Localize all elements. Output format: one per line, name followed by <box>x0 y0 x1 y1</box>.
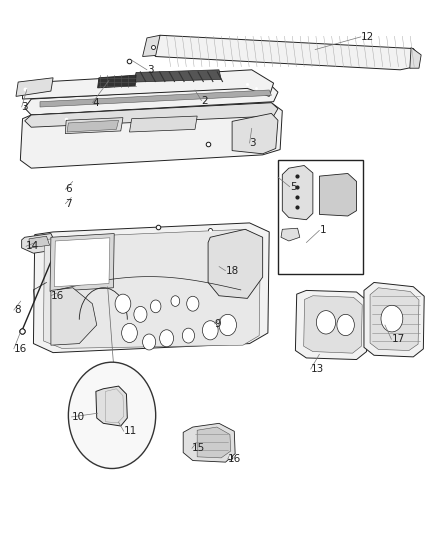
Polygon shape <box>65 118 123 134</box>
Text: 5: 5 <box>290 182 297 192</box>
Circle shape <box>159 330 173 347</box>
Polygon shape <box>22 70 274 99</box>
Text: 16: 16 <box>51 290 64 301</box>
Text: 13: 13 <box>311 364 324 374</box>
Polygon shape <box>25 103 278 127</box>
Text: 3: 3 <box>21 102 28 112</box>
Polygon shape <box>364 282 424 357</box>
Circle shape <box>143 334 155 350</box>
Text: 16: 16 <box>14 344 27 354</box>
Polygon shape <box>147 35 420 70</box>
Polygon shape <box>16 78 53 96</box>
Polygon shape <box>21 233 55 253</box>
Polygon shape <box>304 296 362 353</box>
Polygon shape <box>130 116 197 132</box>
Circle shape <box>68 362 155 469</box>
Text: 6: 6 <box>65 184 72 195</box>
Circle shape <box>115 294 131 313</box>
Circle shape <box>337 314 354 336</box>
Text: 4: 4 <box>92 98 99 108</box>
Polygon shape <box>283 165 313 220</box>
Circle shape <box>122 324 138 343</box>
Text: 3: 3 <box>147 65 154 75</box>
Polygon shape <box>410 47 421 68</box>
Polygon shape <box>134 70 221 82</box>
Circle shape <box>171 296 180 306</box>
Text: 14: 14 <box>26 241 39 251</box>
Text: 11: 11 <box>124 426 137 437</box>
Polygon shape <box>54 238 110 287</box>
Circle shape <box>134 306 147 322</box>
Circle shape <box>316 311 336 334</box>
Bar <box>278 160 363 274</box>
Polygon shape <box>106 389 124 423</box>
Polygon shape <box>33 223 269 353</box>
Text: 12: 12 <box>361 32 374 42</box>
Text: 18: 18 <box>226 266 239 276</box>
Text: 9: 9 <box>215 319 221 329</box>
Text: 15: 15 <box>192 443 205 453</box>
Polygon shape <box>183 423 235 462</box>
Polygon shape <box>25 86 278 115</box>
Polygon shape <box>50 233 114 292</box>
Text: 17: 17 <box>392 334 405 344</box>
Polygon shape <box>319 173 357 216</box>
Polygon shape <box>40 90 272 107</box>
Polygon shape <box>295 290 367 360</box>
Text: 1: 1 <box>319 225 326 236</box>
Circle shape <box>381 305 403 332</box>
Text: 2: 2 <box>201 95 208 106</box>
Polygon shape <box>51 288 97 345</box>
Circle shape <box>187 296 199 311</box>
Text: 10: 10 <box>71 412 85 422</box>
Polygon shape <box>143 35 160 56</box>
Polygon shape <box>98 75 136 88</box>
Text: 3: 3 <box>250 138 256 148</box>
Circle shape <box>202 321 218 340</box>
Circle shape <box>182 328 194 343</box>
Text: 8: 8 <box>14 305 21 315</box>
Polygon shape <box>370 288 419 351</box>
Circle shape <box>219 314 237 336</box>
Circle shape <box>150 300 161 313</box>
Polygon shape <box>67 120 119 132</box>
Polygon shape <box>96 386 127 426</box>
Polygon shape <box>281 228 300 241</box>
Polygon shape <box>232 114 278 154</box>
Polygon shape <box>43 229 261 349</box>
Text: 16: 16 <box>228 454 241 464</box>
Polygon shape <box>208 229 263 298</box>
Polygon shape <box>29 236 49 248</box>
Text: 7: 7 <box>65 199 72 209</box>
Polygon shape <box>20 103 283 168</box>
Polygon shape <box>197 427 231 458</box>
